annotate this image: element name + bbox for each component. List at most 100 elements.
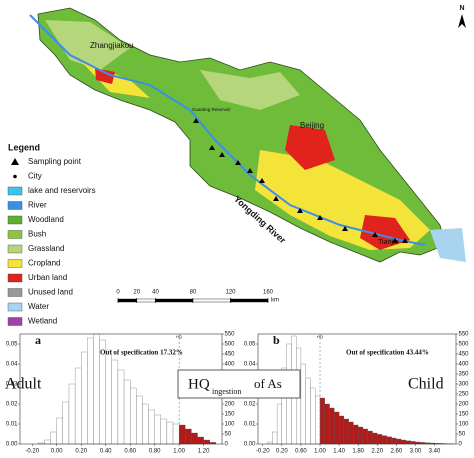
x-tick-label: 2.60 (391, 449, 403, 455)
histogram-bar (334, 411, 340, 445)
scale-label: 120 (225, 290, 236, 296)
y2-tick-label: 50 (459, 432, 466, 438)
y2-tick-label: 500 (459, 342, 470, 348)
legend-swatch (7, 186, 23, 196)
histogram-bar (338, 415, 345, 445)
scale-segment (155, 298, 194, 303)
scale-segment (136, 298, 156, 303)
panel-label: Child (408, 376, 444, 393)
legend-swatch (7, 302, 23, 312)
legend-symbol (11, 158, 19, 165)
histogram-bar (154, 414, 161, 445)
city-label: Beijing (300, 121, 324, 130)
legend-label: Urban land (28, 273, 67, 282)
histogram-bar (391, 437, 397, 445)
y2-tick-label: 50 (225, 432, 232, 438)
annotation: Out of specification 43.44% (346, 349, 429, 357)
scale-label: 0 (116, 290, 120, 296)
histogram-bar (362, 428, 368, 445)
histogram-bar (93, 333, 100, 445)
cropland (80, 60, 430, 250)
histogram-bar (136, 395, 143, 445)
y-tick-label: 0.05 (6, 342, 18, 348)
y2-tick-label: 150 (459, 412, 470, 418)
histogram-bar (386, 436, 392, 445)
y2-tick-label: 150 (225, 412, 236, 418)
y-tick-label: 0.00 (6, 442, 18, 448)
north-arrow: N (458, 5, 466, 28)
panel-label: Adult (5, 376, 42, 393)
legend-swatch (7, 288, 23, 297)
y2-tick-label: 500 (225, 342, 236, 348)
river (29, 14, 426, 246)
histogram-bar (123, 379, 131, 445)
histogram-bar (203, 439, 210, 445)
annotation: Out of specification 17.32% (100, 349, 183, 357)
legend-swatch (7, 201, 23, 210)
legend-symbol (13, 174, 17, 179)
histogram-bar (300, 363, 306, 445)
legend-label: River (28, 201, 47, 210)
x-tick-label: 0.20 (75, 449, 87, 455)
legend-label: Unused land (28, 288, 73, 297)
y2-tick-label: 100 (225, 422, 236, 428)
histogram-bar (310, 387, 316, 445)
x-tick-label: 0.60 (124, 449, 136, 455)
hq-text: HQ (188, 376, 210, 392)
legend-swatch (7, 215, 23, 225)
x-tick-label: 0.20 (276, 449, 288, 455)
y2-tick-label: 200 (225, 402, 236, 408)
y-tick-label: 0.04 (244, 362, 256, 368)
y2-tick-label: 400 (459, 362, 470, 368)
histogram-bar (305, 377, 311, 445)
histogram-bar (276, 403, 283, 445)
histogram-bar (197, 436, 204, 445)
histogram-bar (410, 441, 416, 445)
y2-tick-label: 300 (459, 382, 470, 388)
reference-label: HQ (317, 334, 323, 339)
city-label: Guanting Reservoir (192, 107, 231, 112)
x-tick-label: 1.80 (352, 449, 364, 455)
scale-segment (192, 298, 231, 303)
y2-tick-label: 550 (225, 332, 236, 338)
scale-label: 80 (190, 290, 197, 296)
y2-tick-label: 400 (225, 362, 236, 368)
hq-subscript: ingestion (212, 387, 241, 396)
center-label: HQ ingestion of As (177, 369, 301, 399)
y2-tick-label: 0 (225, 442, 229, 448)
histogram-bar (62, 401, 70, 445)
histogram-bar (372, 432, 378, 445)
histogram-bar (329, 407, 335, 445)
north-arrow-shape (458, 14, 466, 28)
histogram-bar (272, 431, 278, 445)
histogram-bar (56, 417, 63, 445)
histogram-bar (343, 418, 349, 445)
y2-tick-label: 550 (459, 332, 470, 338)
histogram-bar (381, 435, 387, 445)
histogram-bar (148, 409, 155, 445)
legend-label: Sampling point (28, 157, 82, 166)
legend: Legend Sampling point City lake and reserv… (7, 142, 96, 326)
legend-title: Legend (8, 142, 40, 152)
scale-label: 40 (152, 290, 159, 296)
histogram-bar (117, 369, 125, 445)
y-tick-label: 0.02 (6, 402, 18, 408)
city-label: Zhangjiakou (90, 41, 134, 50)
legend-swatch (7, 273, 23, 283)
map: N Zhangjiakou Guanting Reservoir Beijing… (7, 5, 466, 326)
histogram-bar (348, 421, 354, 445)
histogram-bar (191, 432, 198, 445)
y-tick-label: 0.02 (244, 402, 256, 408)
x-tick-label: 1.40 (333, 449, 345, 455)
histogram-bar (400, 439, 407, 445)
histogram-bar (377, 434, 383, 445)
histogram-bar (353, 424, 359, 445)
x-tick-label: 1.00 (173, 449, 185, 455)
y2-tick-label: 200 (459, 402, 470, 408)
y2-tick-label: 450 (459, 352, 470, 358)
x-tick-label: 0.40 (100, 449, 112, 455)
scale-unit: km (271, 298, 279, 304)
panel-letter: b (273, 333, 280, 347)
legend-label: lake and reservoirs (28, 186, 96, 195)
histogram-bar (160, 418, 168, 445)
